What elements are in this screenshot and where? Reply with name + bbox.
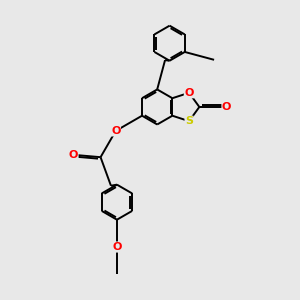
- Text: O: O: [112, 242, 122, 252]
- Text: S: S: [185, 116, 193, 126]
- Text: O: O: [69, 150, 78, 160]
- Text: O: O: [184, 88, 194, 98]
- Text: O: O: [111, 126, 120, 136]
- Text: O: O: [222, 102, 231, 112]
